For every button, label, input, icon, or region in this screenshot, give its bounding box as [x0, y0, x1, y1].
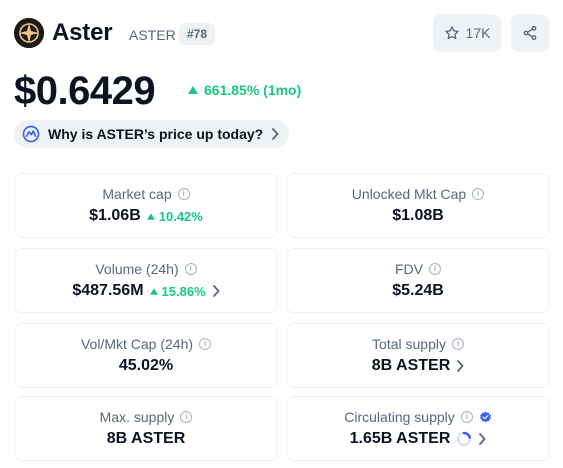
price-change: 661.85% (1mo) — [188, 82, 301, 98]
price-change-value: 661.85% (1mo) — [204, 82, 302, 98]
max-supply-card: Max. supply i 8B ASTER — [14, 396, 278, 461]
info-icon[interactable]: i — [184, 263, 197, 275]
vol-mkt-cap-value: 45.02% — [118, 357, 174, 374]
watchlist-button[interactable]: 17K — [433, 14, 501, 52]
watchlist-count: 17K — [465, 25, 491, 41]
total-supply-card[interactable]: Total supply i 8B ASTER — [286, 323, 550, 388]
market-cap-value: $1.06B — [89, 207, 141, 224]
info-icon[interactable]: i — [177, 188, 190, 200]
info-icon[interactable]: i — [451, 338, 464, 350]
max-supply-label: Max. supply — [99, 409, 175, 425]
circulating-supply-progress-ring — [457, 431, 472, 447]
share-button[interactable] — [511, 14, 549, 52]
coin-symbol: ASTER — [129, 27, 176, 43]
star-icon — [444, 26, 459, 40]
coin-name: Aster — [52, 19, 113, 46]
info-icon[interactable]: i — [199, 338, 212, 350]
caret-up-icon — [146, 212, 155, 220]
info-icon[interactable]: i — [460, 411, 473, 423]
volume-value: $487.56M — [72, 282, 144, 299]
circulating-supply-card[interactable]: Circulating supply i 1.65B ASTER — [286, 396, 550, 461]
vol-mkt-cap-card: Vol/Mkt Cap (24h) i 45.02% — [14, 323, 278, 388]
rank-badge: #78 — [179, 23, 216, 45]
fdv-card: FDV i $5.24B — [286, 248, 550, 313]
share-icon — [523, 25, 537, 41]
ai-sparkle-icon — [22, 125, 40, 143]
fdv-label: FDV — [395, 261, 423, 277]
circulating-supply-value: 1.65B ASTER — [349, 430, 451, 447]
chevron-right-icon[interactable] — [212, 285, 220, 297]
why-price-up-label: Why is ASTER’s price up today? — [48, 126, 264, 142]
market-cap-card: Market cap i $1.06B 10.42% — [14, 173, 278, 238]
market-cap-label: Market cap — [102, 186, 172, 202]
fdv-value: $5.24B — [392, 282, 444, 299]
circulating-supply-label: Circulating supply — [344, 409, 455, 425]
coin-header: Aster ASTER #78 17K — [14, 14, 549, 52]
market-cap-change-value: 10.42% — [158, 208, 203, 224]
info-icon[interactable]: i — [180, 411, 193, 423]
info-icon[interactable]: i — [429, 263, 441, 275]
aster-logo-icon — [14, 18, 44, 48]
unlocked-mkt-cap-value: $1.08B — [392, 207, 444, 224]
current-price: $0.6429 — [14, 69, 156, 113]
why-price-up-button[interactable]: Why is ASTER’s price up today? — [14, 120, 290, 148]
chevron-right-icon[interactable] — [456, 360, 464, 372]
caret-up-icon — [188, 86, 198, 94]
chevron-right-icon[interactable] — [478, 433, 487, 445]
unlocked-mkt-cap-label: Unlocked Mkt Cap — [351, 186, 467, 202]
volume-label: Volume (24h) — [95, 261, 179, 277]
total-supply-value: 8B ASTER — [371, 357, 451, 374]
verified-badge-icon — [479, 411, 491, 422]
chevron-right-icon — [272, 128, 279, 140]
volume-change: 15.86% — [149, 283, 206, 299]
caret-up-icon — [149, 287, 158, 295]
market-cap-change: 10.42% — [146, 208, 203, 224]
total-supply-label: Total supply — [372, 336, 446, 352]
max-supply-value: 8B ASTER — [106, 430, 186, 447]
unlocked-mkt-cap-card: Unlocked Mkt Cap i $1.08B — [286, 173, 550, 238]
info-icon[interactable]: i — [472, 188, 485, 200]
volume-change-value: 15.86% — [161, 283, 206, 299]
vol-mkt-cap-label: Vol/Mkt Cap (24h) — [80, 336, 194, 352]
volume-card[interactable]: Volume (24h) i $487.56M 15.86% — [14, 248, 278, 313]
